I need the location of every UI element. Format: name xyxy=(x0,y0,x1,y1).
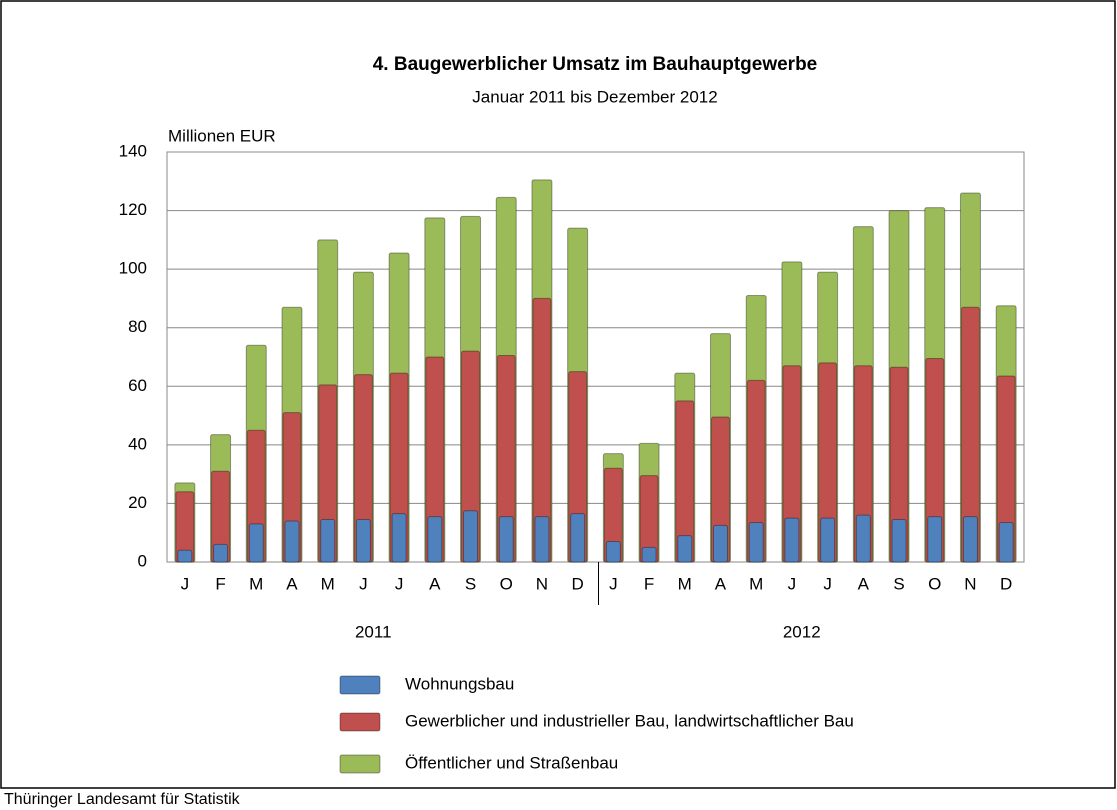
x-tick-label: O xyxy=(928,574,941,593)
bar xyxy=(570,513,586,563)
source: Thüringer Landesamt für Statistik xyxy=(4,791,241,808)
legend-swatch xyxy=(339,712,381,732)
bar xyxy=(605,541,621,563)
y-tick-label: 40 xyxy=(128,434,147,453)
x-tick-label: A xyxy=(429,574,441,593)
x-tick-label: J xyxy=(395,574,404,593)
y-tick-label: 100 xyxy=(119,259,147,278)
x-tick-label: M xyxy=(321,574,335,593)
x-tick-label: J xyxy=(359,574,368,593)
x-tick-label: M xyxy=(678,574,692,593)
x-tick-label: M xyxy=(249,574,263,593)
x-tick-label: J xyxy=(823,574,832,593)
bar xyxy=(891,519,907,563)
x-tick-label: A xyxy=(858,574,870,593)
chart-subtitle: Januar 2011 bis Dezember 2012 xyxy=(472,87,717,106)
bar xyxy=(213,543,229,563)
x-tick-label: F xyxy=(215,574,225,593)
bar xyxy=(784,517,800,563)
x-tick-label: M xyxy=(749,574,763,593)
y-tick-label: 80 xyxy=(128,317,147,336)
bar xyxy=(855,514,871,563)
y-tick-label: 20 xyxy=(128,493,147,512)
bar xyxy=(248,523,264,563)
bar xyxy=(998,521,1014,563)
legend-label: Gewerblicher und industrieller Bau, land… xyxy=(405,711,854,730)
x-tick-label: N xyxy=(536,574,548,593)
legend-label: Wohnungsbau xyxy=(405,674,514,693)
x-tick-label: J xyxy=(181,574,190,593)
x-tick-label: F xyxy=(644,574,654,593)
legend-swatch xyxy=(339,754,381,774)
bar xyxy=(820,517,836,563)
bar xyxy=(748,521,764,563)
group-label: 2012 xyxy=(783,622,821,641)
y-axis-label: Millionen EUR xyxy=(168,126,276,145)
bar xyxy=(320,519,336,563)
x-tick-label: S xyxy=(893,574,904,593)
x-tick-label: O xyxy=(500,574,513,593)
x-tick-label: D xyxy=(572,574,584,593)
x-tick-label: J xyxy=(609,574,618,593)
y-tick-label: 120 xyxy=(119,200,147,219)
bar xyxy=(284,520,300,563)
bar xyxy=(177,549,193,563)
x-tick-label: N xyxy=(964,574,976,593)
bar xyxy=(962,516,978,563)
bar xyxy=(534,516,550,563)
bar xyxy=(355,519,371,563)
x-tick-label: A xyxy=(715,574,727,593)
group-label: 2011 xyxy=(355,622,392,641)
x-tick-label: A xyxy=(286,574,298,593)
plot-border xyxy=(166,151,1025,563)
x-tick-label: S xyxy=(465,574,476,593)
legend-label: Öffentlicher und Straßenbau xyxy=(405,753,618,772)
bar xyxy=(712,524,728,563)
bar xyxy=(641,546,657,563)
x-tick-label: D xyxy=(1000,574,1012,593)
bar xyxy=(927,516,943,563)
chart-title: 4. Baugewerblicher Umsatz im Bauhauptgew… xyxy=(373,54,818,75)
y-tick-label: 0 xyxy=(138,551,147,570)
bar xyxy=(463,510,479,563)
x-tick-label: J xyxy=(788,574,797,593)
y-tick-label: 60 xyxy=(128,376,147,395)
frame xyxy=(0,0,1116,789)
bar xyxy=(677,535,693,563)
bar xyxy=(391,513,407,563)
bar xyxy=(427,516,443,563)
y-tick-label: 140 xyxy=(119,141,147,160)
bar xyxy=(498,516,514,563)
legend-swatch xyxy=(339,675,381,695)
